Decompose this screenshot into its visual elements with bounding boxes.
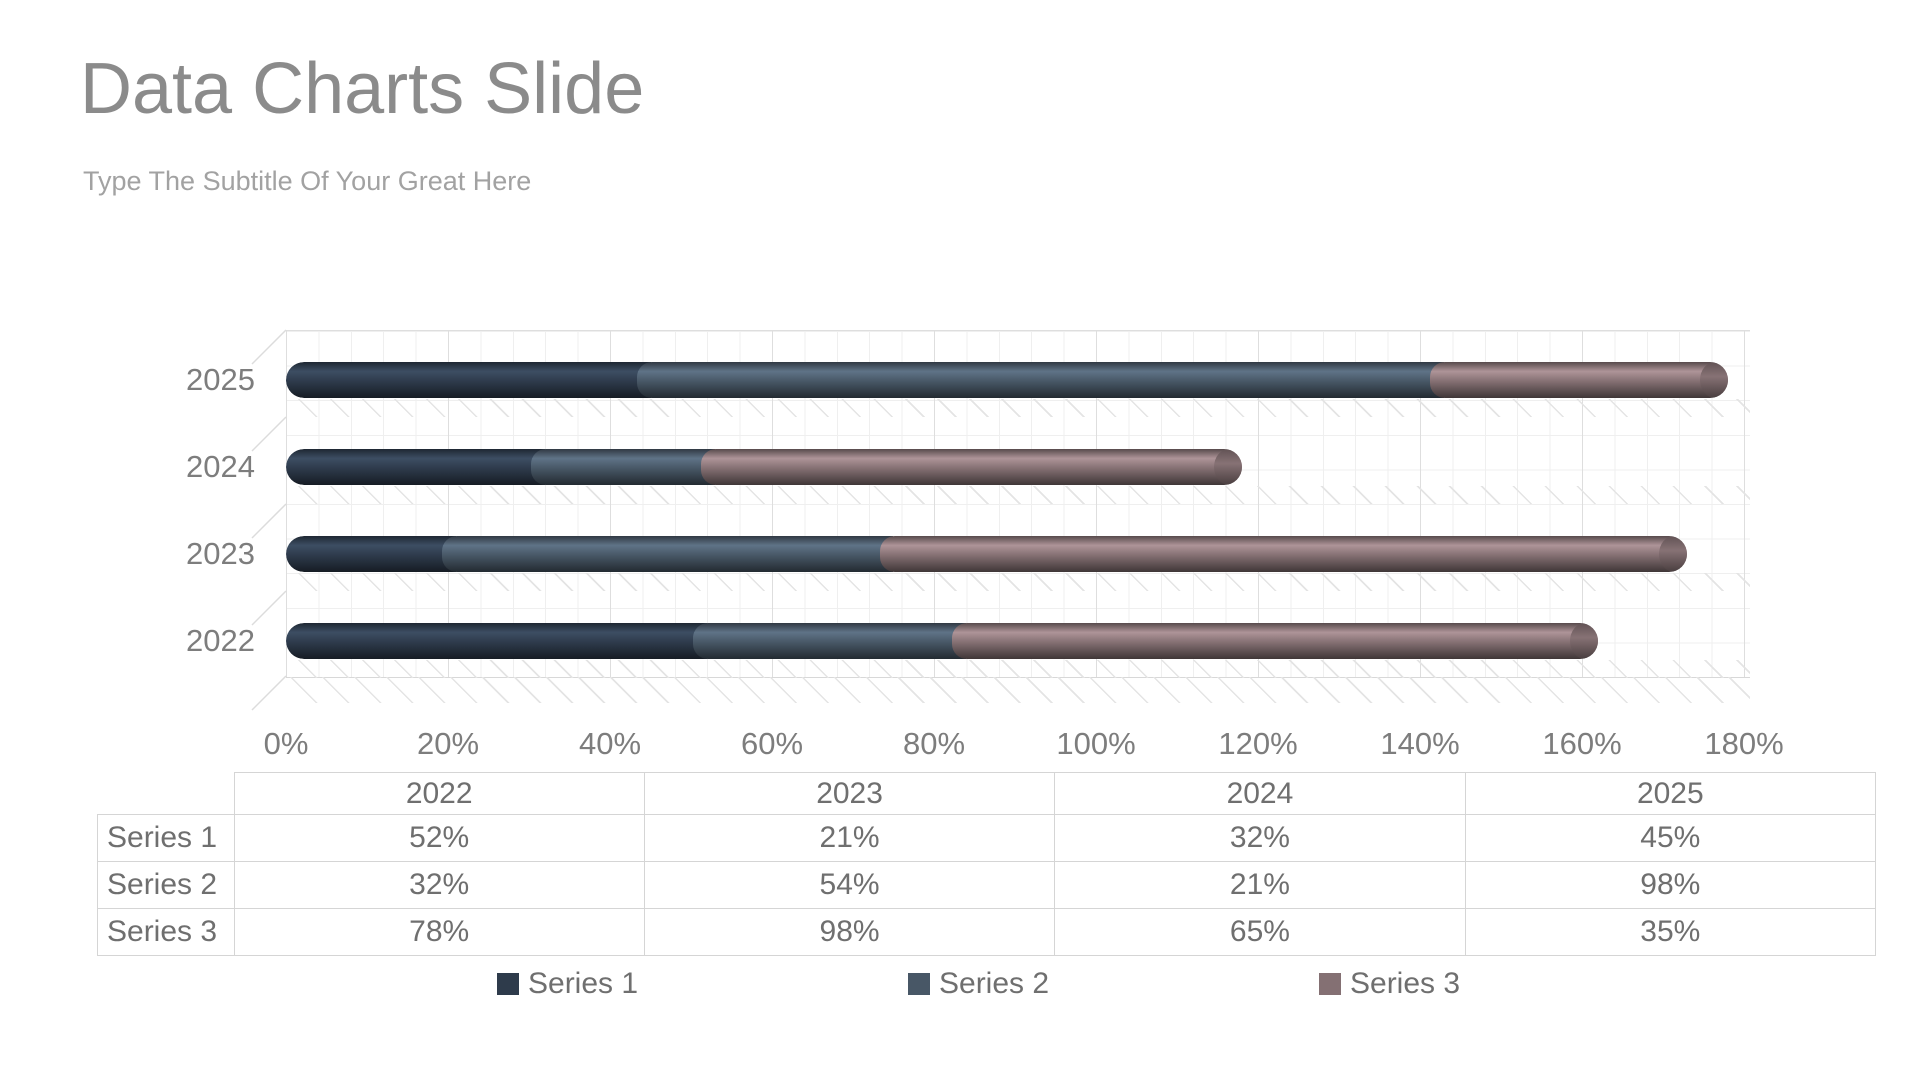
x-tick-label: 0% — [263, 726, 309, 761]
table-row-label: Series 2 — [97, 861, 235, 909]
table-header-cell: 2022 — [233, 772, 645, 815]
bar-segment — [1430, 362, 1728, 398]
hatch-strip — [286, 573, 1750, 591]
bar-segment — [286, 362, 651, 398]
legend-label: Series 2 — [939, 967, 1050, 1000]
table-cell: 54% — [643, 861, 1056, 909]
data-table: 2022 2023 2024 2025 Series 1 52% 21% 32% 45% Seri… — [97, 772, 1877, 956]
table-row-label: Series 1 — [97, 814, 235, 862]
legend-item: Series 3 — [1319, 966, 1460, 1002]
category-label: 2022 — [186, 623, 255, 658]
table-cell: 21% — [1054, 861, 1466, 909]
table-header-cell: 2024 — [1054, 772, 1466, 815]
table-header-cell: 2025 — [1464, 772, 1877, 815]
table-row: Series 1 52% 21% 32% 45% — [97, 814, 1877, 862]
slide-subtitle: Type The Subtitle Of Your Great Here — [83, 166, 532, 196]
x-tick-label: 80% — [902, 726, 966, 761]
hatch-strip — [286, 486, 1750, 504]
bar-row — [286, 536, 1688, 572]
category-label: 2025 — [186, 362, 255, 397]
x-tick-label: 140% — [1380, 726, 1460, 761]
legend-label: Series 1 — [528, 967, 639, 1000]
bar-segment — [286, 449, 546, 485]
bar-segment — [286, 623, 708, 659]
x-tick-label: 120% — [1218, 726, 1298, 761]
x-tick-label: 60% — [740, 726, 804, 761]
depth-line — [251, 503, 287, 539]
bar-endcap — [1659, 536, 1688, 572]
table-cell: 78% — [233, 908, 645, 956]
depth-line — [251, 590, 287, 626]
bar-endcap — [1699, 362, 1728, 398]
legend-swatch — [1319, 973, 1341, 995]
legend-label: Series 3 — [1350, 967, 1461, 1000]
table-row-label: Series 3 — [97, 908, 235, 956]
x-tick-label: 40% — [578, 726, 642, 761]
bar-segment — [952, 623, 1599, 659]
table-cell: 35% — [1464, 908, 1877, 956]
table-row: Series 2 32% 54% 21% 98% — [97, 861, 1877, 909]
slide-title: Data Charts Slide — [80, 49, 645, 129]
bar-endcap — [1213, 449, 1242, 485]
bar-segment — [879, 536, 1688, 572]
x-tick-label: 180% — [1704, 726, 1784, 761]
bar-segment — [286, 536, 457, 572]
x-tick-label: 100% — [1056, 726, 1136, 761]
table-cell: 32% — [233, 861, 645, 909]
bar-row — [286, 449, 1242, 485]
legend-item: Series 1 — [497, 966, 638, 1002]
depth-line — [251, 416, 287, 452]
bar-segment — [442, 536, 894, 572]
table-cell: 65% — [1054, 908, 1466, 956]
bar-row — [286, 623, 1599, 659]
legend-swatch — [497, 973, 519, 995]
table-cell: 45% — [1464, 814, 1877, 862]
table-cell: 98% — [643, 908, 1056, 956]
legend-swatch — [908, 973, 930, 995]
depth-line — [251, 675, 287, 711]
hatch-strip — [286, 660, 1750, 678]
bar-segment — [693, 623, 967, 659]
table-cell: 52% — [233, 814, 645, 862]
bar-segment — [636, 362, 1445, 398]
bar-row — [286, 362, 1728, 398]
category-label: 2023 — [186, 536, 255, 571]
category-label: 2024 — [186, 449, 255, 484]
table-cell: 32% — [1054, 814, 1466, 862]
table-cell: 21% — [643, 814, 1056, 862]
table-header-row: 2022 2023 2024 2025 — [97, 772, 1877, 815]
floor-hatch-strip — [286, 677, 1750, 703]
table-cell: 98% — [1464, 861, 1877, 909]
table-header-cell: 2023 — [643, 772, 1056, 815]
bar-segment — [701, 449, 1242, 485]
x-tick-label: 160% — [1542, 726, 1622, 761]
depth-line — [251, 329, 287, 365]
hatch-strip — [286, 399, 1750, 417]
x-tick-label: 20% — [416, 726, 480, 761]
table-row: Series 3 78% 98% 65% 35% — [97, 908, 1877, 956]
legend-item: Series 2 — [908, 966, 1049, 1002]
table-corner-cell — [97, 772, 235, 815]
bar-segment — [531, 449, 716, 485]
bar-endcap — [1570, 623, 1599, 659]
